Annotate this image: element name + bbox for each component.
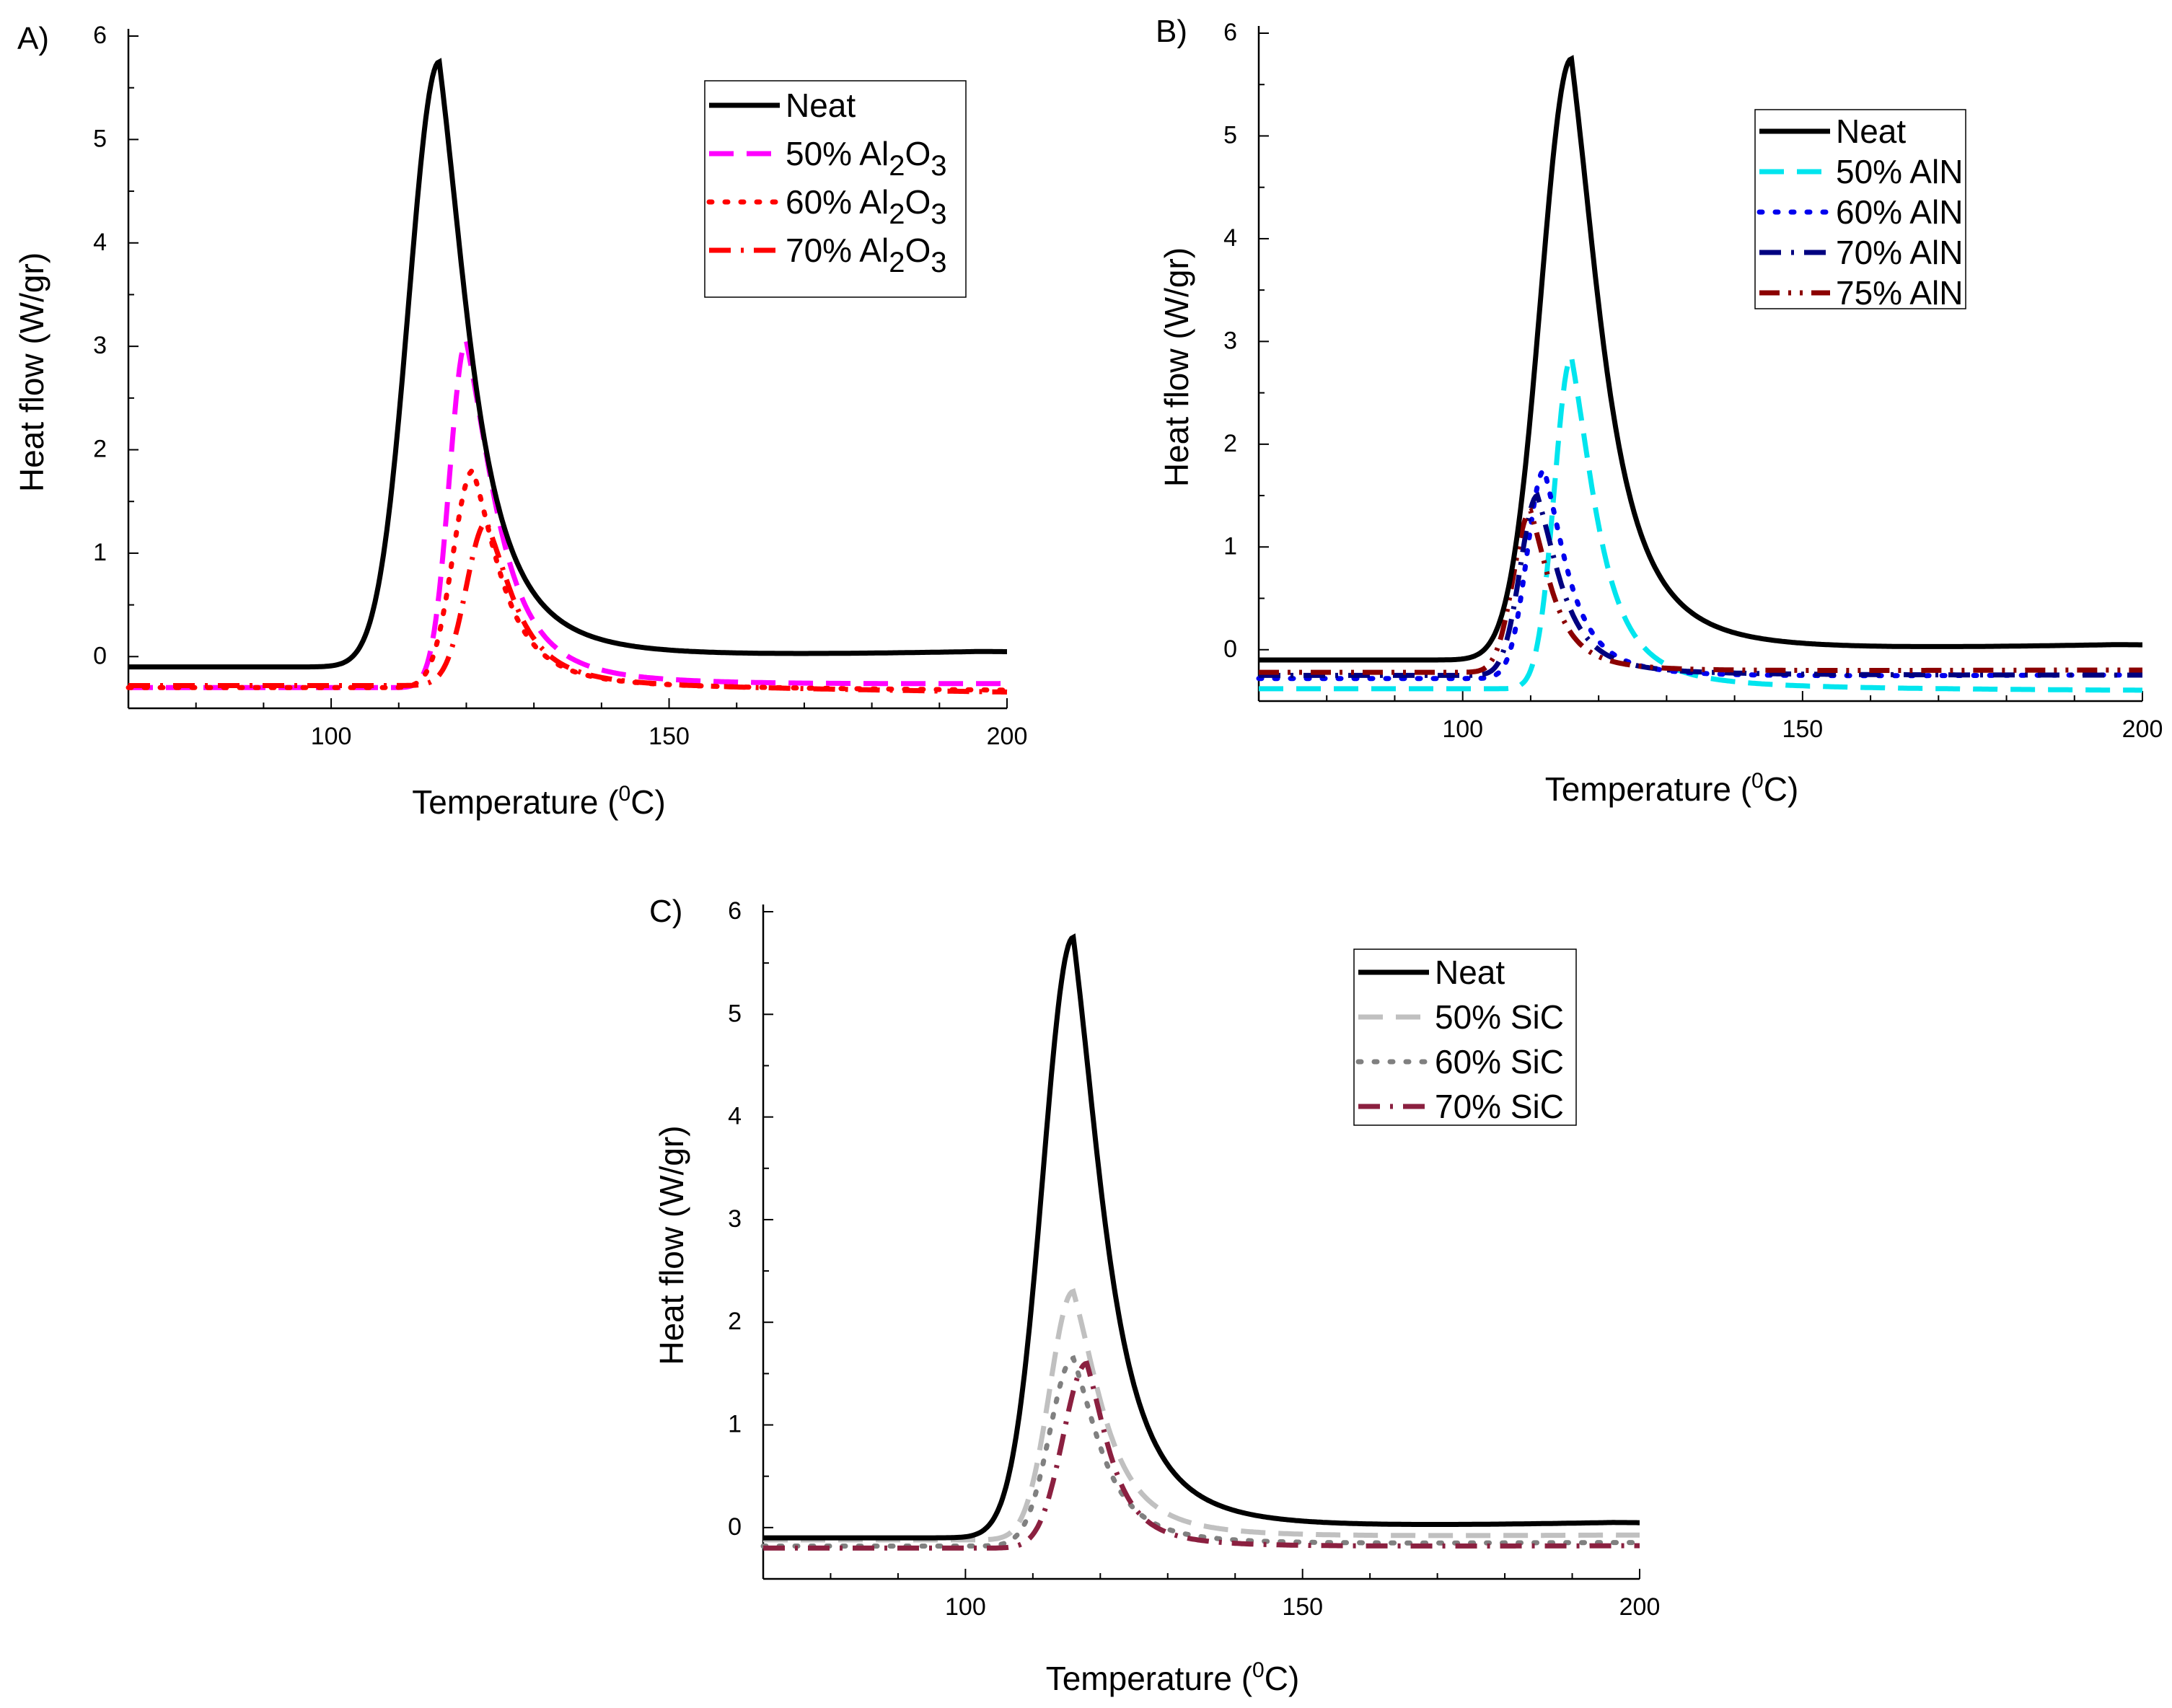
y-tick-label: 6 — [93, 22, 107, 49]
x-tick-label: 100 — [945, 1593, 986, 1621]
y-axis-title: Heat flow (W/gr) — [1158, 247, 1195, 487]
legend-entry: 50% SiC — [1435, 998, 1564, 1036]
legend-entry: 50% Al2O3 — [786, 135, 947, 182]
panel-label: B) — [1156, 14, 1187, 49]
legend-entry: 60% AlN — [1836, 193, 1963, 231]
y-tick-label: 5 — [1223, 121, 1237, 149]
y-axis-title: Heat flow (W/gr) — [13, 252, 50, 492]
x-tick-label: 150 — [1282, 1593, 1323, 1621]
legend-box — [1754, 109, 1966, 309]
panel-label: A) — [17, 21, 49, 56]
legend-entry: 50% AlN — [1836, 153, 1963, 190]
panel-label: C) — [649, 894, 682, 929]
y-tick-label: 4 — [93, 229, 107, 256]
series-line-2 — [1259, 351, 2142, 693]
y-tick-label: 5 — [728, 1000, 742, 1027]
legend-entry: Neat — [786, 87, 856, 124]
y-tick-label: 3 — [93, 332, 107, 359]
legend-entry: Neat — [1435, 954, 1505, 991]
y-tick-label: 5 — [93, 125, 107, 152]
legend-entry: 70% AlN — [1836, 234, 1963, 271]
y-tick-label: 6 — [1223, 19, 1237, 46]
legend-entry: 60% SiC — [1435, 1043, 1564, 1080]
legend-box — [1353, 948, 1577, 1126]
x-tick-label: 200 — [987, 723, 1028, 750]
y-axis-title: Heat flow (W/gr) — [653, 1125, 690, 1365]
y-tick-label: 1 — [1223, 532, 1237, 560]
series-line-4 — [1259, 492, 2142, 678]
x-tick-label: 100 — [311, 723, 352, 750]
series-line-4 — [763, 1360, 1640, 1551]
legend-box — [704, 80, 967, 298]
series-line-1 — [1259, 55, 2142, 663]
y-tick-label: 3 — [1223, 327, 1237, 354]
x-tick-label: 200 — [1619, 1593, 1661, 1621]
panel-2: B) 0 1 2 3 4 5 6 100 150 200 Temperature (0C) Heat f… — [1156, 14, 2163, 808]
x-axis-title: Temperature (0C) — [412, 782, 666, 821]
y-tick-label: 0 — [93, 642, 107, 669]
series-line-3 — [1256, 466, 2145, 682]
legend-entry: 60% Al2O3 — [786, 183, 947, 230]
legend-entry: Neat — [1836, 113, 1906, 150]
legend-entry: 70% SiC — [1435, 1088, 1564, 1125]
x-tick-label: 150 — [648, 723, 690, 750]
y-tick-label: 4 — [1223, 224, 1237, 252]
y-tick-label: 1 — [728, 1411, 742, 1438]
y-tick-label: 0 — [1223, 635, 1237, 663]
legend-entry: 75% AlN — [1836, 274, 1963, 312]
series-line-1 — [763, 933, 1640, 1541]
legend-entry: 70% Al2O3 — [786, 232, 947, 278]
y-tick-label: 4 — [728, 1103, 742, 1130]
series-line-4 — [128, 519, 1008, 695]
x-axis-title: Temperature (0C) — [1545, 769, 1799, 808]
y-tick-label: 1 — [93, 539, 107, 566]
y-tick-label: 6 — [728, 897, 742, 925]
y-tick-label: 3 — [728, 1205, 742, 1233]
y-tick-label: 2 — [1223, 430, 1237, 457]
series-line-2 — [128, 335, 1007, 690]
x-tick-label: 200 — [2122, 716, 2163, 743]
y-tick-label: 2 — [728, 1308, 742, 1335]
panel-1: A) 0 1 2 3 4 5 6 100 150 200 Temperature (0C) Heat f… — [13, 21, 1027, 821]
x-tick-label: 100 — [1442, 716, 1483, 743]
x-tick-label: 150 — [1782, 716, 1823, 743]
y-tick-label: 2 — [93, 436, 107, 463]
series-line-1 — [128, 58, 1007, 670]
panel-3: C) 0 1 2 3 4 5 6 100 150 200 Temperature (0C) Heat f… — [649, 894, 1660, 1697]
y-tick-label: 0 — [728, 1513, 742, 1541]
x-axis-title: Temperature (0C) — [1046, 1658, 1300, 1697]
